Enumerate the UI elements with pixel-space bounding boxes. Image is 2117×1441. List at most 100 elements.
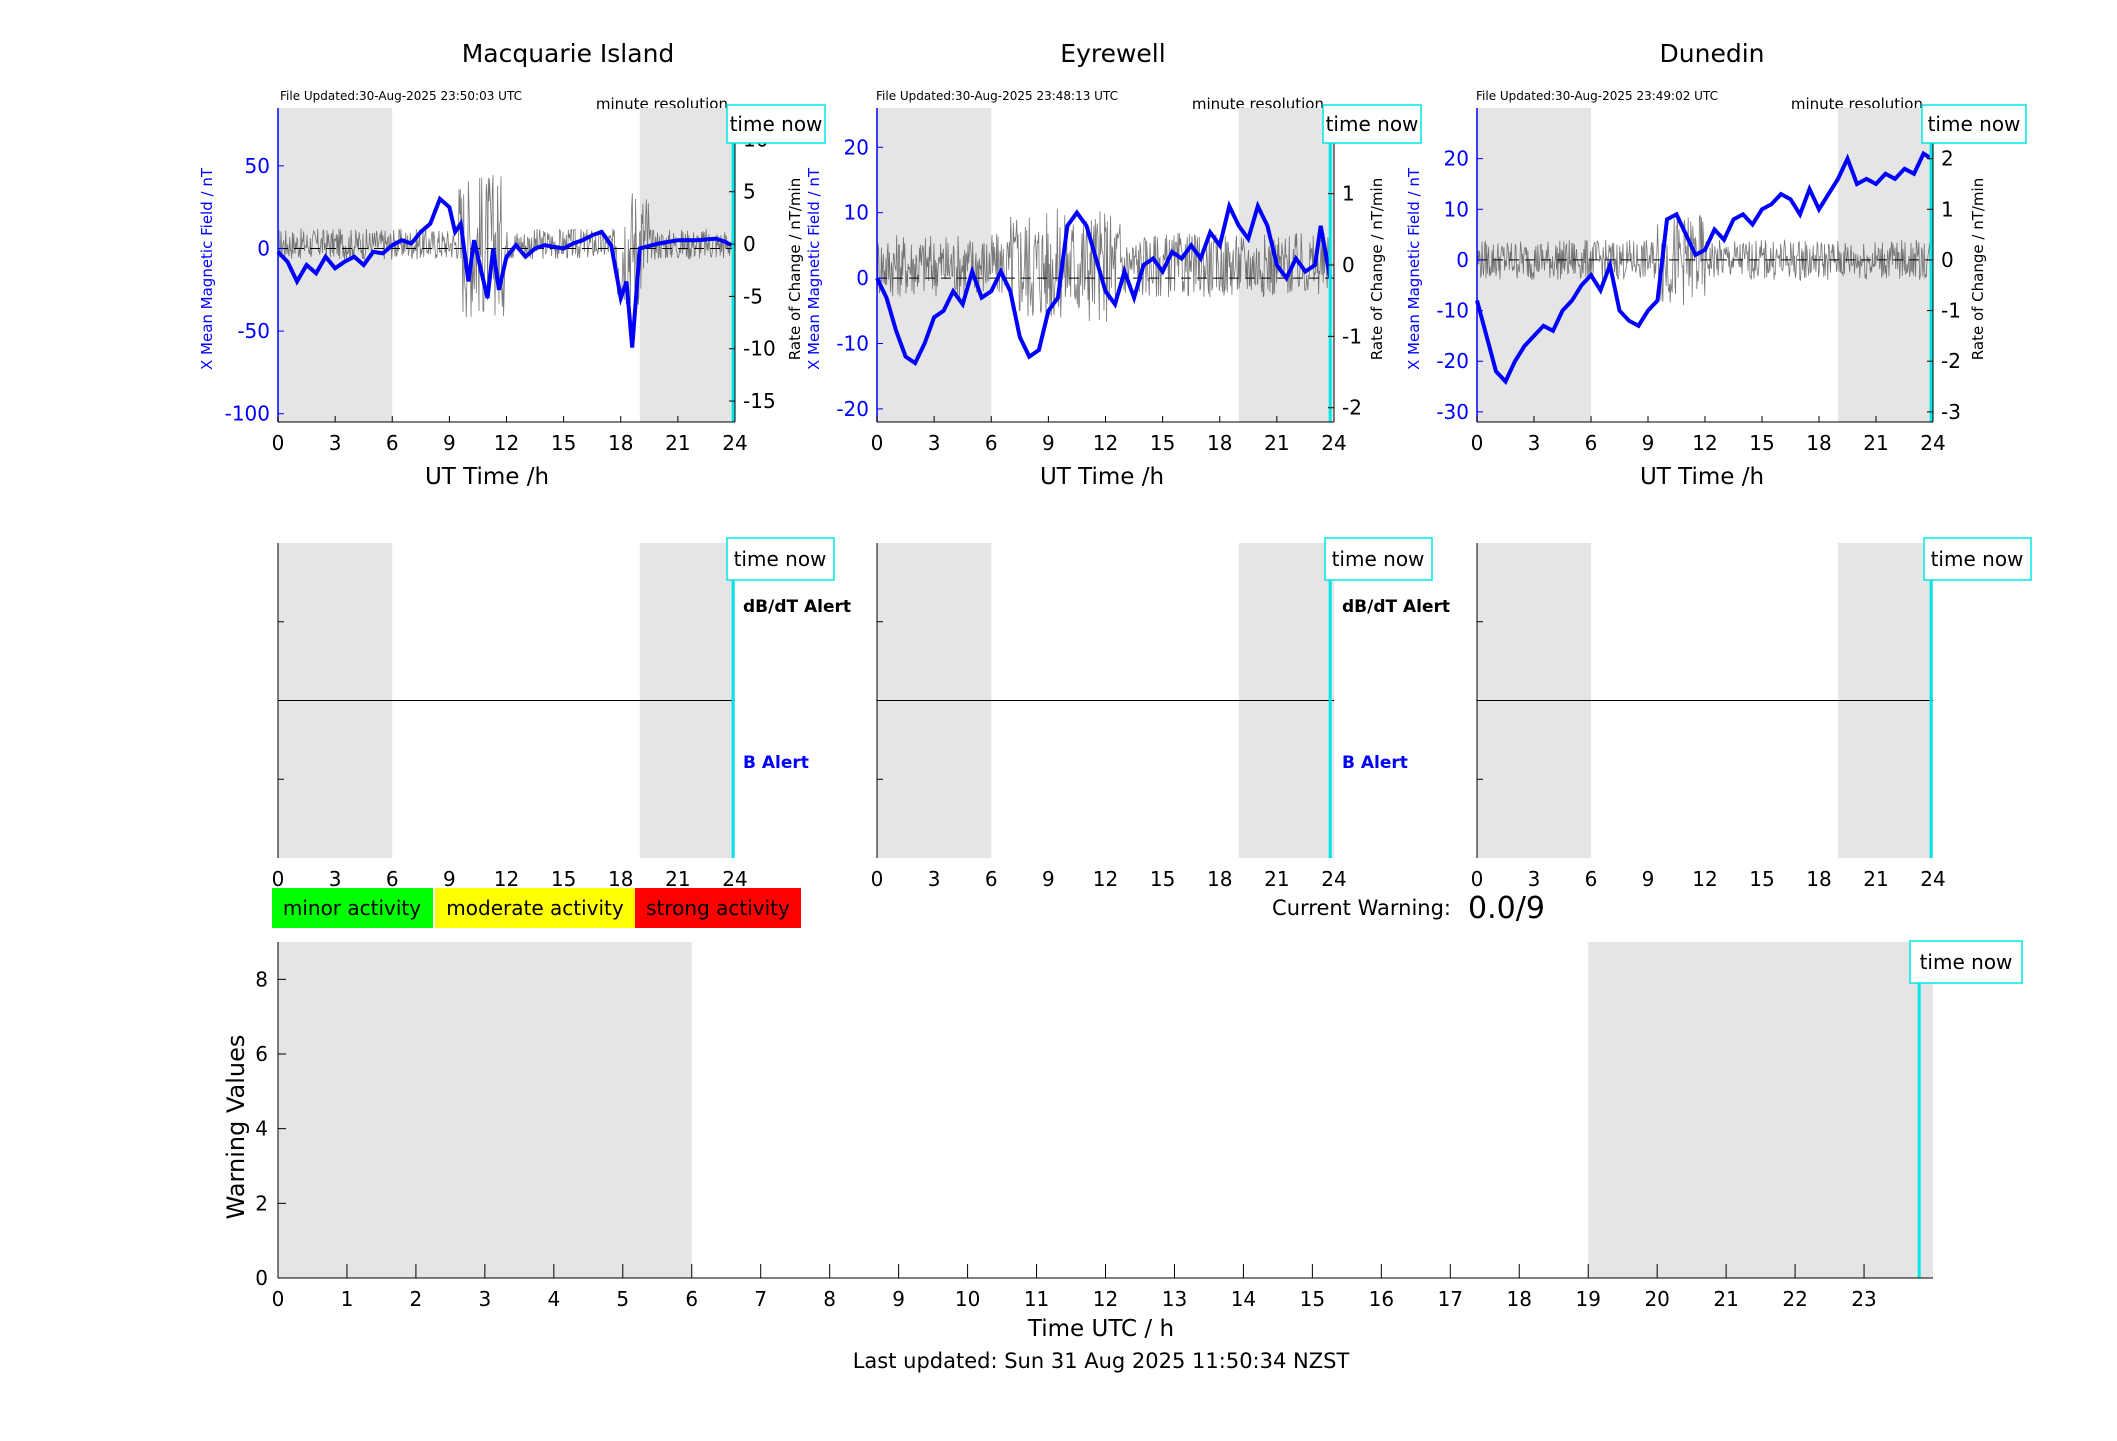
y-axis-label: X Mean Magnetic Field / nT bbox=[1405, 167, 1423, 370]
x-tick-labels: 0 3 6 9 12 15 18 21 24 bbox=[871, 867, 1347, 891]
x-tick-label: 3 bbox=[928, 867, 941, 891]
x-tick-label: 18 bbox=[1207, 431, 1232, 455]
x-tick-label: 0 bbox=[272, 867, 285, 891]
alert-panel-dunedin: 0 3 6 9 12 15 18 21 24 time now bbox=[1471, 537, 2032, 891]
time-now-label: time now bbox=[734, 547, 827, 571]
file-updated: File Updated:30-Aug-2025 23:48:13 UTC bbox=[876, 89, 1118, 103]
x-tick-label: 24 bbox=[722, 867, 747, 891]
x-tick-label: 12 bbox=[1692, 431, 1717, 455]
x-tick-label: 4 bbox=[547, 1287, 560, 1311]
station-title: Macquarie Island bbox=[462, 39, 675, 68]
x-tick-label: 15 bbox=[551, 431, 576, 455]
y-tick-label: 6 bbox=[255, 1042, 268, 1066]
x-tick-label: 6 bbox=[685, 1287, 698, 1311]
x-tick-label: 6 bbox=[1585, 867, 1598, 891]
x-tick-label: 13 bbox=[1162, 1287, 1187, 1311]
y2-axis-label: Rate of Change / nT/min bbox=[1969, 178, 1987, 360]
current-warning-label: Current Warning: bbox=[1272, 896, 1451, 920]
y-tick-label: 20 bbox=[1444, 147, 1469, 171]
x-tick-label: 18 bbox=[608, 867, 633, 891]
x-tick-label: 15 bbox=[1300, 1287, 1325, 1311]
legend-minor-swatch bbox=[272, 888, 433, 928]
rate-of-change-trace bbox=[278, 175, 734, 318]
x-tick-label: 6 bbox=[386, 431, 399, 455]
x-tick-label: 6 bbox=[985, 431, 998, 455]
x-tick-label: 0 bbox=[1471, 431, 1484, 455]
y2-tick-label: -10 bbox=[743, 337, 776, 361]
x-tick-label: 1 bbox=[341, 1287, 354, 1311]
time-now-box: time now bbox=[726, 104, 826, 144]
y2-tick-label: 1 bbox=[1941, 197, 1954, 221]
x-tick-label: 0 bbox=[871, 867, 884, 891]
y2-tick-label: 5 bbox=[743, 180, 756, 204]
x-tick-label: 21 bbox=[1863, 431, 1888, 455]
x-tick-label: 24 bbox=[1920, 867, 1945, 891]
x-tick-labels: 0 3 6 9 12 15 18 21 24 bbox=[871, 431, 1347, 455]
time-now-box: time now bbox=[1322, 104, 1422, 144]
shade-band bbox=[278, 108, 393, 422]
y-tick-label: -50 bbox=[237, 319, 270, 343]
x-tick-label: 15 bbox=[1150, 867, 1175, 891]
y2-tick-label: -2 bbox=[1941, 349, 1961, 373]
y-tick-labels: 0 2 4 6 8 bbox=[255, 967, 268, 1290]
x-tick-label: 15 bbox=[551, 867, 576, 891]
y-tick-label: 0 bbox=[856, 266, 869, 290]
x-tick-label: 0 bbox=[272, 431, 285, 455]
night-shading bbox=[278, 942, 1933, 1278]
y2-tick-labels: 1050-5-10-15 bbox=[743, 127, 776, 413]
x-tick-label: 3 bbox=[1528, 431, 1541, 455]
y2-tick-label: 0 bbox=[1941, 248, 1954, 272]
field-series-line bbox=[875, 200, 1333, 367]
station-panel-dunedin: Dunedin File Updated:30-Aug-2025 23:49:0… bbox=[1405, 39, 2027, 490]
y2-axis-label: Rate of Change / nT/min bbox=[786, 178, 804, 360]
x-tick-label: 23 bbox=[1851, 1287, 1876, 1311]
b-alert-label: B Alert bbox=[743, 753, 809, 773]
time-now-label: time now bbox=[1332, 547, 1425, 571]
file-updated: File Updated:30-Aug-2025 23:49:02 UTC bbox=[1476, 89, 1718, 103]
file-updated: File Updated:30-Aug-2025 23:50:03 UTC bbox=[280, 89, 522, 103]
y-tick-labels: 50 0 -50 -100 bbox=[225, 154, 270, 426]
y2-tick-label: -5 bbox=[743, 284, 763, 308]
x-tick-label: 6 bbox=[386, 867, 399, 891]
x-tick-label: 6 bbox=[985, 867, 998, 891]
x-tick-label: 24 bbox=[1321, 867, 1346, 891]
x-tick-label: 18 bbox=[1806, 867, 1831, 891]
rate-path bbox=[1477, 214, 1932, 306]
x-tick-label: 21 bbox=[1713, 1287, 1738, 1311]
x-tick-label: 24 bbox=[722, 431, 747, 455]
time-now-box: time now bbox=[726, 537, 835, 581]
plot-axes bbox=[876, 108, 1335, 423]
station-panel-eyrewell: Eyrewell File Updated:30-Aug-2025 23:48:… bbox=[805, 39, 1422, 490]
y-tick-label: -10 bbox=[1436, 299, 1469, 323]
x-tick-label: 5 bbox=[616, 1287, 629, 1311]
x-tick-label: 12 bbox=[494, 431, 519, 455]
alert-axes bbox=[277, 543, 735, 858]
time-now-box: time now bbox=[1923, 537, 2032, 581]
x-tick-label: 3 bbox=[479, 1287, 492, 1311]
alert-axes bbox=[1476, 543, 1933, 858]
field-series-line bbox=[1475, 150, 1933, 386]
time-now-label: time now bbox=[1326, 112, 1419, 136]
x-tick-label: 20 bbox=[1644, 1287, 1669, 1311]
b-alert-label: B Alert bbox=[1342, 753, 1408, 773]
x-tick-label: 18 bbox=[1507, 1287, 1532, 1311]
x-tick-label: 21 bbox=[665, 867, 690, 891]
y2-tick-label: -2 bbox=[1342, 396, 1362, 420]
x-tick-label: 9 bbox=[1642, 867, 1655, 891]
y-tick-labels: 20 10 0 -10 -20 -30 bbox=[1436, 147, 1469, 424]
dbdt-alert-label: dB/dT Alert bbox=[743, 597, 851, 617]
x-tick-label: 0 bbox=[1471, 867, 1484, 891]
x-tick-labels: 0 1 2 3 4 5 6 7 8 9 10 11 12 13 14 15 16 17 18 19 20 21 22 23 bbox=[272, 1287, 1877, 1311]
rate-path bbox=[278, 175, 734, 318]
x-tick-label: 8 bbox=[823, 1287, 836, 1311]
y-tick-label: 0 bbox=[1456, 248, 1469, 272]
x-tick-label: 12 bbox=[1093, 431, 1118, 455]
x-tick-label: 7 bbox=[754, 1287, 767, 1311]
time-now-label: time now bbox=[1928, 112, 2021, 136]
plot-axes bbox=[1476, 108, 1934, 423]
x-tick-label: 9 bbox=[892, 1287, 905, 1311]
y2-tick-labels: 2 1 0 -1 -2 -3 bbox=[1941, 147, 1961, 424]
x-tick-label: 0 bbox=[871, 431, 884, 455]
x-tick-label: 19 bbox=[1575, 1287, 1600, 1311]
